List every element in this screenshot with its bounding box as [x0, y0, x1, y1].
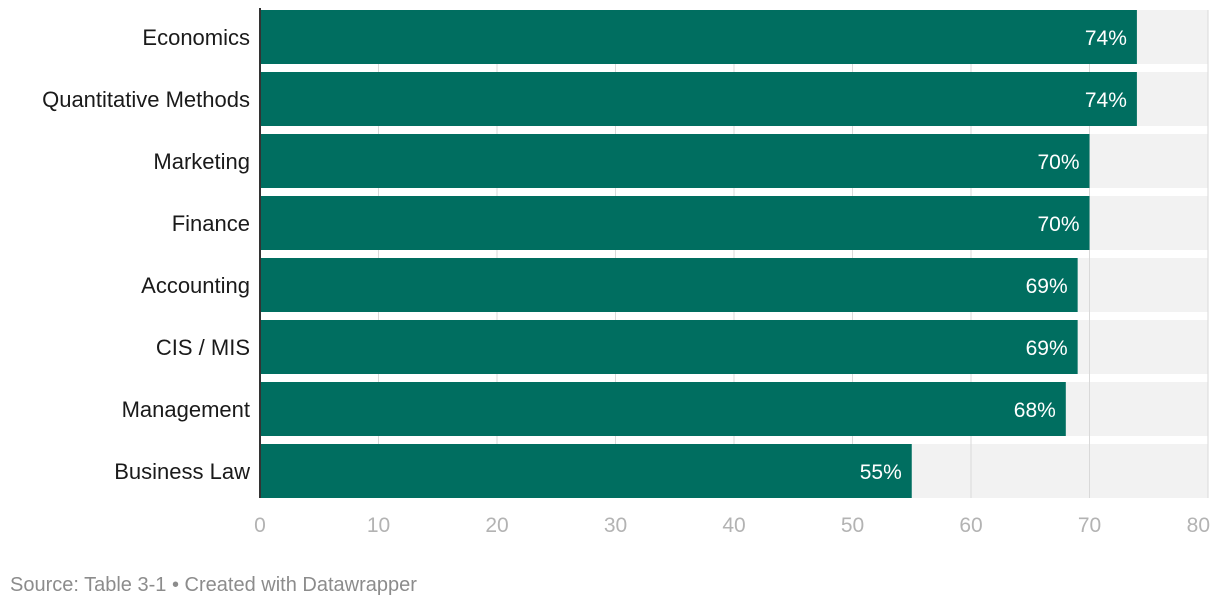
bar	[260, 444, 912, 498]
data-label: 69%	[1026, 275, 1068, 298]
x-tick-label: 30	[604, 514, 627, 537]
bar	[260, 258, 1078, 312]
data-label: 74%	[1085, 89, 1127, 112]
chart-footer: Source: Table 3-1 • Created with Datawra…	[10, 574, 417, 597]
category-label: Management	[122, 397, 250, 422]
category-label: Accounting	[141, 273, 250, 298]
category-label: Economics	[142, 25, 250, 50]
data-label: 68%	[1014, 399, 1056, 422]
x-tick-label: 60	[959, 514, 982, 537]
x-tick-label: 0	[254, 514, 266, 537]
category-label: Finance	[172, 211, 250, 236]
bar	[260, 196, 1090, 250]
bar-chart: Economics 74% Quantitative Methods 74% Marke…	[42, 8, 1210, 537]
category-label: CIS / MIS	[156, 335, 250, 360]
bar	[260, 134, 1090, 188]
bar	[260, 320, 1078, 374]
category-label: Business Law	[114, 459, 250, 484]
bar	[260, 10, 1137, 64]
x-tick-label: 70	[1078, 514, 1101, 537]
data-label: 70%	[1037, 213, 1079, 236]
source-note: Source: Table 3-1	[10, 574, 167, 596]
data-label: 69%	[1026, 337, 1068, 360]
category-label: Marketing	[153, 149, 250, 174]
x-tick-label: 10	[367, 514, 390, 537]
bar	[260, 382, 1066, 436]
data-label: 74%	[1085, 27, 1127, 50]
x-tick-label: 40	[722, 514, 745, 537]
credit-note: Created with Datawrapper	[184, 574, 417, 596]
x-tick-label: 80	[1187, 514, 1210, 537]
x-tick-label: 50	[841, 514, 864, 537]
category-label: Quantitative Methods	[42, 87, 250, 112]
bar	[260, 72, 1137, 126]
footer-separator: •	[171, 574, 179, 596]
data-label: 70%	[1037, 151, 1079, 174]
x-tick-label: 20	[485, 514, 508, 537]
data-label: 55%	[860, 461, 902, 484]
